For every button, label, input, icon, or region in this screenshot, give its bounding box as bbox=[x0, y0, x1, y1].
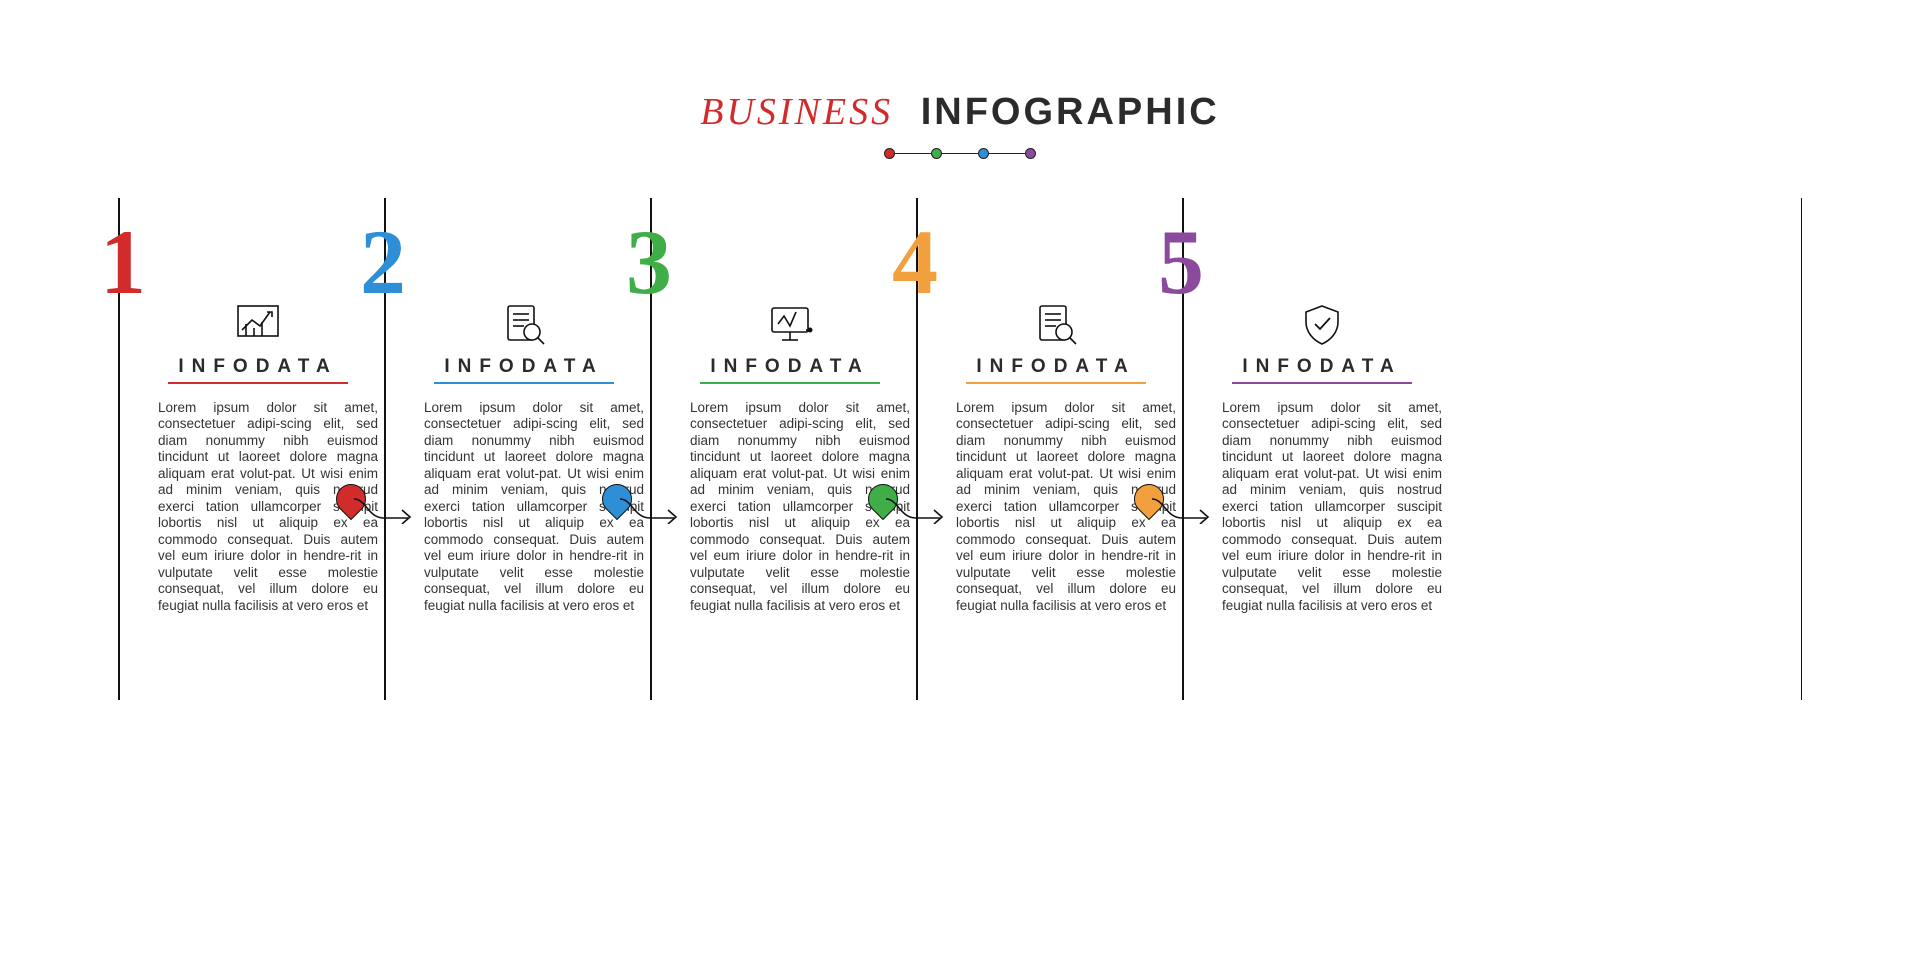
right-edge-line bbox=[1801, 198, 1803, 700]
label-underline bbox=[434, 382, 614, 384]
monitor-pulse-icon bbox=[700, 302, 880, 351]
step-column-5: 5INFODATALorem ipsum dolor sit amet, con… bbox=[1182, 198, 1448, 700]
flow-arrow bbox=[620, 478, 684, 524]
step-label: INFODATA bbox=[1232, 356, 1412, 378]
dot-3 bbox=[978, 148, 989, 159]
dot-4 bbox=[1025, 148, 1036, 159]
label-underline bbox=[168, 382, 348, 384]
label-underline bbox=[700, 382, 880, 384]
rail-seg bbox=[895, 153, 931, 155]
title-dot-rail bbox=[884, 148, 1036, 159]
flow-arrow bbox=[886, 478, 950, 524]
title-business: BUSINESS bbox=[700, 91, 893, 133]
step-label: INFODATA bbox=[434, 356, 614, 378]
label-underline bbox=[1232, 382, 1412, 384]
document-search-icon bbox=[966, 302, 1146, 351]
title-block: BUSINESS INFOGRAPHIC bbox=[0, 90, 1920, 164]
flow-arrow bbox=[1152, 478, 1216, 524]
arrow-line-icon bbox=[620, 478, 684, 524]
step-number-3: 3 bbox=[626, 216, 672, 308]
step-label: INFODATA bbox=[168, 356, 348, 378]
flow-arrow bbox=[354, 478, 418, 524]
arrow-line-icon bbox=[354, 478, 418, 524]
label-underline bbox=[966, 382, 1146, 384]
step-number-1: 1 bbox=[100, 216, 146, 308]
step-column-1: 1INFODATALorem ipsum dolor sit amet, con… bbox=[118, 198, 384, 700]
arrow-line-icon bbox=[886, 478, 950, 524]
title-infographic: INFOGRAPHIC bbox=[921, 91, 1220, 133]
rail-seg bbox=[942, 153, 978, 155]
dot-1 bbox=[884, 148, 895, 159]
dot-2 bbox=[931, 148, 942, 159]
step-column-4: 4INFODATALorem ipsum dolor sit amet, con… bbox=[916, 198, 1182, 700]
step-number-5: 5 bbox=[1158, 216, 1204, 308]
arrow-line-icon bbox=[1152, 478, 1216, 524]
rail-seg bbox=[989, 153, 1025, 155]
shield-check-icon bbox=[1232, 302, 1412, 351]
chart-icon bbox=[168, 302, 348, 351]
step-number-4: 4 bbox=[892, 216, 938, 308]
page-title: BUSINESS INFOGRAPHIC bbox=[0, 90, 1920, 134]
step-column-2: 2INFODATALorem ipsum dolor sit amet, con… bbox=[384, 198, 650, 700]
infographic-stage: 1INFODATALorem ipsum dolor sit amet, con… bbox=[118, 198, 1802, 700]
document-search-icon bbox=[434, 302, 614, 351]
step-label: INFODATA bbox=[700, 356, 880, 378]
step-number-2: 2 bbox=[360, 216, 406, 308]
step-body-text: Lorem ipsum dolor sit amet, consectetuer… bbox=[1222, 400, 1442, 614]
step-column-3: 3INFODATALorem ipsum dolor sit amet, con… bbox=[650, 198, 916, 700]
step-label: INFODATA bbox=[966, 356, 1146, 378]
